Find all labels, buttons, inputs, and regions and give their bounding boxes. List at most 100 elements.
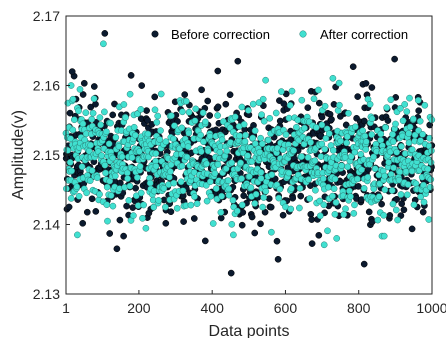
data-point (362, 80, 370, 87)
data-point (267, 203, 275, 211)
data-point (162, 138, 170, 146)
x-tick-label: 400 (201, 300, 225, 316)
data-point (179, 108, 186, 116)
data-point (259, 95, 267, 103)
data-point (126, 182, 134, 190)
data-point (393, 195, 401, 203)
data-point (226, 91, 234, 99)
data-point (96, 190, 103, 198)
data-point (128, 154, 136, 161)
data-point (304, 104, 312, 112)
data-point (227, 269, 235, 277)
data-point (90, 83, 98, 90)
data-point (112, 134, 120, 141)
data-point (90, 95, 98, 103)
data-point (191, 117, 199, 125)
data-point (156, 136, 163, 143)
data-point (347, 193, 354, 200)
data-point (68, 167, 75, 175)
data-point (240, 192, 248, 200)
data-point (214, 112, 221, 119)
data-point (406, 94, 413, 102)
data-point (123, 202, 130, 210)
data-point (238, 201, 246, 209)
data-point (168, 112, 175, 120)
data-point (224, 177, 232, 184)
y-tick-label: 2.17 (33, 8, 60, 24)
data-point (331, 175, 339, 183)
data-point (102, 169, 109, 177)
data-point (324, 227, 331, 235)
data-point (274, 255, 282, 263)
data-point (116, 216, 124, 224)
data-point (301, 124, 308, 132)
data-point (408, 146, 416, 153)
data-point (365, 208, 373, 216)
data-point (293, 123, 300, 131)
data-point (351, 123, 359, 131)
data-point (312, 124, 320, 131)
data-point (397, 104, 404, 112)
data-point (229, 196, 237, 204)
data-point (387, 96, 395, 104)
data-point (335, 79, 343, 87)
data-point (320, 201, 328, 209)
data-point (398, 143, 405, 150)
data-point (238, 103, 246, 111)
data-point (316, 212, 324, 220)
data-point (310, 95, 318, 103)
data-point (311, 157, 319, 165)
data-point (286, 101, 294, 109)
data-point (262, 76, 269, 84)
data-point (184, 143, 192, 150)
data-point (113, 245, 121, 253)
data-point (273, 237, 281, 245)
data-point (177, 178, 185, 186)
data-point (167, 168, 174, 175)
data-point (153, 118, 161, 126)
data-point (68, 68, 76, 75)
data-point (73, 183, 81, 191)
data-point (288, 87, 296, 95)
data-point (276, 117, 284, 125)
data-point (350, 210, 358, 217)
data-point (258, 140, 266, 148)
data-point (424, 165, 432, 173)
data-point (225, 185, 233, 193)
data-point (279, 211, 287, 219)
data-point (206, 112, 214, 119)
data-point (209, 220, 217, 227)
data-point (260, 194, 268, 201)
data-point (330, 185, 338, 193)
data-point (214, 103, 222, 111)
data-point (370, 153, 377, 161)
data-point (333, 235, 341, 242)
data-point (248, 213, 256, 221)
data-point (83, 189, 90, 197)
data-point (100, 40, 107, 48)
data-point (377, 130, 385, 138)
data-point (246, 173, 253, 180)
data-point (231, 113, 239, 121)
data-point (385, 158, 392, 166)
data-point (122, 114, 129, 121)
data-point (152, 162, 160, 170)
data-point (329, 192, 336, 200)
data-point (170, 179, 178, 187)
data-point (416, 117, 424, 125)
data-point (392, 120, 399, 128)
data-point (357, 150, 365, 158)
data-point (316, 197, 324, 205)
data-point (109, 111, 117, 119)
data-point (66, 109, 74, 117)
data-point (138, 82, 146, 89)
data-point (366, 100, 374, 108)
data-point (362, 138, 370, 146)
data-point (354, 93, 362, 100)
data-point (280, 100, 288, 108)
data-point (375, 193, 383, 201)
data-point (287, 205, 295, 213)
data-point (419, 208, 427, 216)
data-point (103, 128, 110, 136)
